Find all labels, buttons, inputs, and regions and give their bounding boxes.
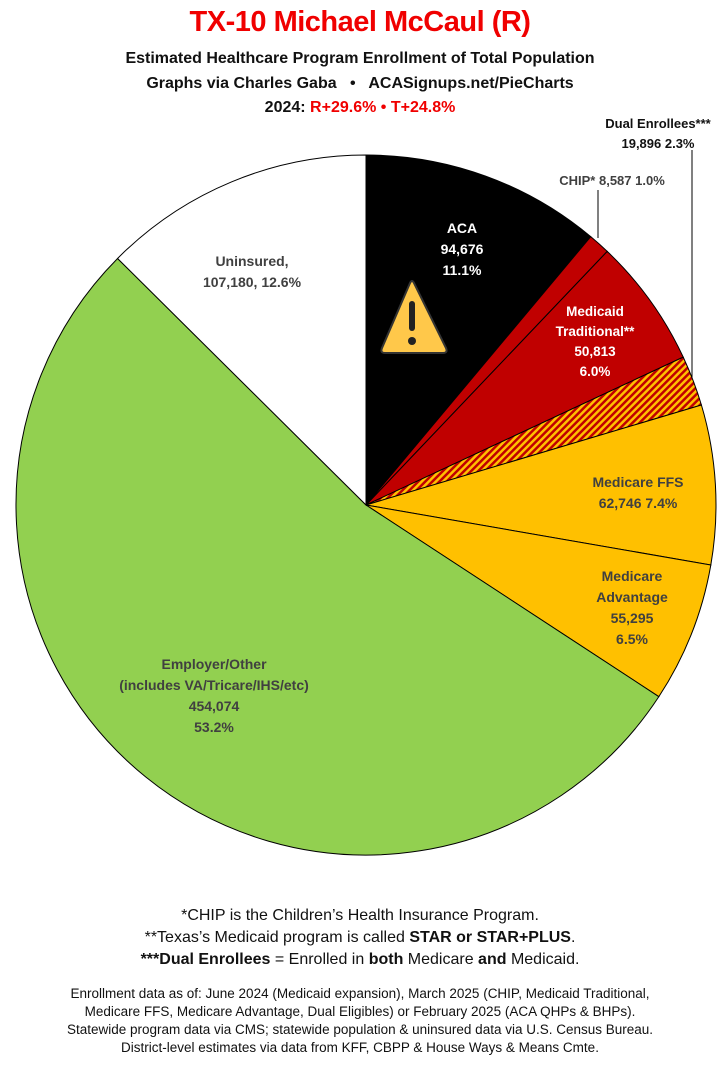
footnotes: *CHIP is the Children’s Health Insurance…	[0, 905, 720, 971]
label-line: (includes VA/Tricare/IHS/etc)	[119, 677, 309, 693]
slice-label-chip: CHIP* 8,587 1.0%	[559, 170, 665, 191]
source-line: District-level estimates via data from K…	[121, 1040, 599, 1055]
source-line: Medicare FFS, Medicare Advantage, Dual E…	[84, 1004, 636, 1019]
slice-label-medicare-advantage: Medicare Advantage 55,295 6.5%	[596, 566, 668, 650]
label-line: 6.5%	[616, 631, 648, 647]
text: and	[478, 951, 507, 968]
slice-label-aca: ACA 94,676 11.1%	[441, 218, 484, 281]
label-line: Medicare FFS	[592, 474, 684, 490]
slice-label-dual-enrollees: Dual Enrollees*** 19,896 2.3%	[605, 114, 711, 154]
label-line: CHIP* 8,587 1.0%	[559, 173, 665, 188]
pie-slice-aca	[365, 154, 592, 507]
footnote-chip: *CHIP is the Children’s Health Insurance…	[181, 907, 539, 924]
label-line: Medicare	[601, 568, 663, 584]
text: STAR or STAR+PLUS	[409, 929, 571, 946]
label-line: 11.1%	[442, 262, 482, 278]
source-line: Enrollment data as of: June 2024 (Medica…	[70, 986, 650, 1001]
pie-slice-medicare-advantage	[365, 504, 712, 698]
footnote-dual: ***Dual Enrollees = Enrolled in both Med…	[0, 949, 720, 971]
text: ***Dual Enrollees	[140, 951, 271, 968]
slice-label-medicaid-traditional: Medicaid Traditional** 50,813 6.0%	[556, 302, 635, 382]
pie-slice-medicare-ffs	[365, 404, 717, 566]
label-line: Traditional**	[555, 324, 635, 339]
label-line: Employer/Other	[161, 656, 267, 672]
label-line: Advantage	[596, 589, 668, 605]
label-line: 55,295	[610, 610, 654, 626]
margin-separator: •	[380, 99, 387, 116]
chart-subtitle: Estimated Healthcare Program Enrollment …	[125, 50, 595, 67]
year-label: 2024:	[264, 99, 306, 116]
footnote-medicaid: **Texas’s Medicaid program is called STA…	[0, 927, 720, 949]
label-line: 62,746 7.4%	[598, 495, 678, 511]
label-line: 50,813	[574, 344, 616, 359]
text: Medicaid.	[506, 951, 580, 968]
pie-slice-medicaid-traditional	[365, 250, 684, 506]
label-line: 19,896 2.3%	[621, 136, 695, 151]
margin-t: T+24.8%	[390, 99, 456, 116]
credit-author: Graphs via Charles Gaba	[146, 75, 337, 92]
label-line: 107,180, 12.6%	[202, 274, 302, 290]
slice-label-employer-other: Employer/Other (includes VA/Tricare/IHS/…	[119, 654, 309, 738]
label-line: 53.2%	[194, 719, 234, 735]
label-line: Uninsured,	[215, 253, 289, 269]
credit-url: ACASignups.net/PieCharts	[368, 75, 574, 92]
election-margins: 2024: R+29.6% • T+24.8%	[0, 99, 720, 117]
label-line: 454,074	[188, 698, 240, 714]
slice-label-uninsured: Uninsured, 107,180, 12.6%	[203, 251, 301, 293]
text: **Texas’s Medicaid program is called	[144, 929, 410, 946]
pie-slice-employer-other	[15, 257, 660, 856]
label-line: ACA	[446, 220, 478, 236]
credit-line: Graphs via Charles Gaba • ACASignups.net…	[0, 75, 720, 93]
text: Medicare	[403, 951, 479, 968]
warning-icon	[380, 280, 448, 354]
text: both	[368, 951, 404, 968]
text: = Enrolled in	[270, 951, 369, 968]
credit-separator: •	[349, 75, 356, 92]
chart-title: TX-10 Michael McCaul (R)	[189, 6, 531, 38]
source-notes: Enrollment data as of: June 2024 (Medica…	[0, 985, 720, 1057]
margin-r: R+29.6%	[310, 99, 377, 116]
label-line: 6.0%	[579, 364, 611, 379]
text: .	[570, 929, 576, 946]
label-line: Dual Enrollees***	[605, 116, 711, 131]
pie-slice-uninsured	[116, 154, 367, 507]
label-line: Medicaid	[566, 304, 624, 319]
label-line: 94,676	[440, 241, 484, 257]
source-line: Statewide program data via CMS; statewid…	[66, 1022, 654, 1037]
slice-label-medicare-ffs: Medicare FFS 62,746 7.4%	[592, 472, 683, 514]
